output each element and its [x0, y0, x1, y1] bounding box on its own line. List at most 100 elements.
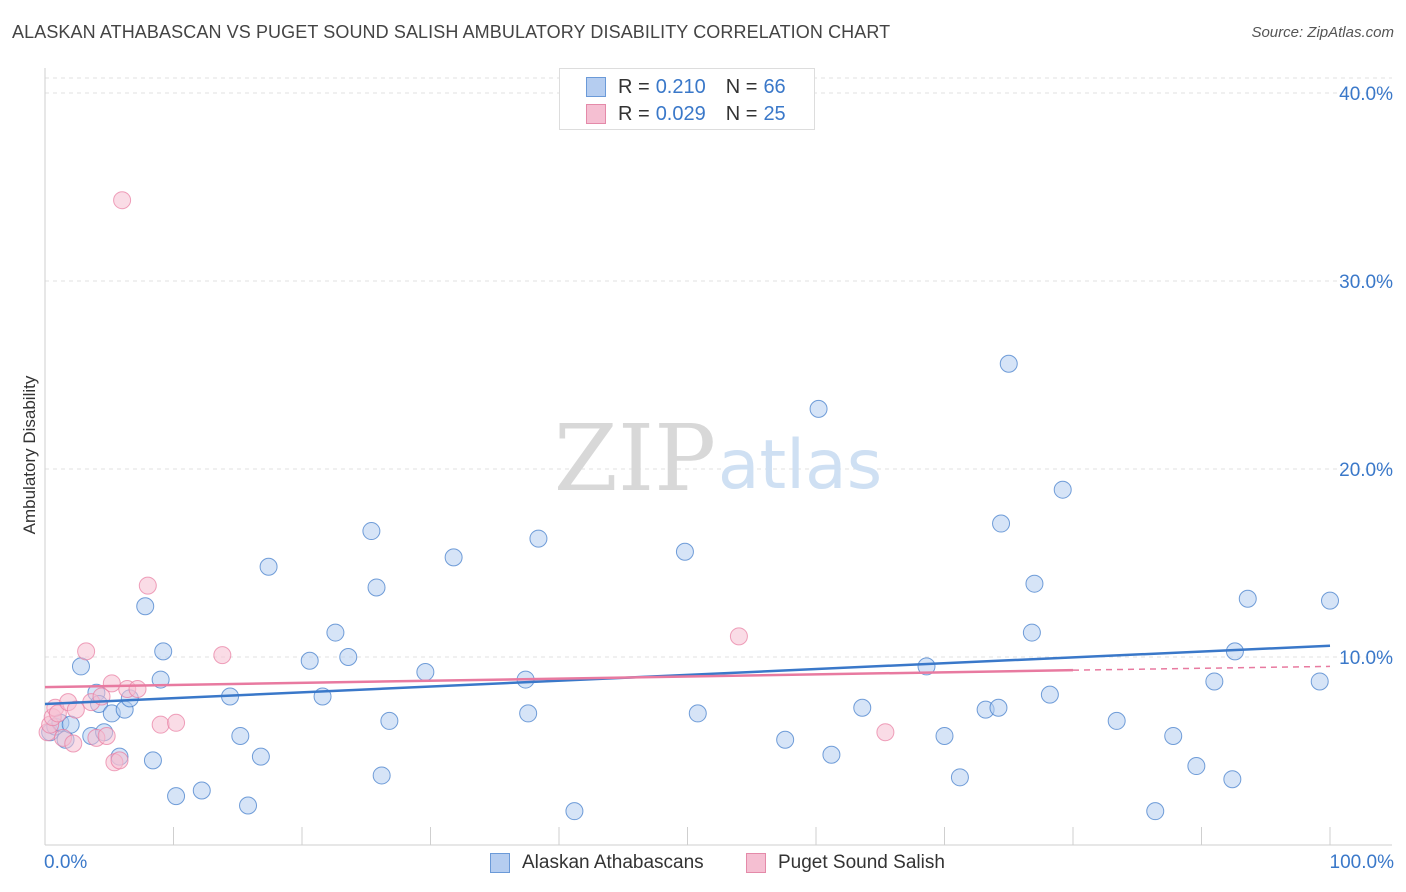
r-value: 0.029: [655, 102, 706, 125]
salish-point: [48, 704, 67, 723]
athabascan-point: [1025, 574, 1044, 593]
athabascan-point: [151, 670, 170, 689]
athabascan-point: [822, 745, 841, 764]
legend-item-athabascans[interactable]: Alaskan Athabascans: [490, 852, 704, 874]
athabascan-point: [71, 657, 90, 676]
legend-swatch-pink: [586, 104, 606, 124]
athabascan-point: [529, 529, 548, 548]
salish-trend-line: [44, 668, 1074, 689]
athabascan-point: [300, 651, 319, 670]
salish-point: [66, 700, 85, 719]
athabascan-point: [1164, 726, 1183, 745]
salish-point: [64, 734, 83, 753]
athabascan-point: [259, 557, 278, 576]
x-tick-min: 0.0%: [44, 852, 88, 873]
athabascan-point: [853, 698, 872, 717]
source-label: Source: ZipAtlas.com: [1251, 24, 1394, 41]
n-label: N =: [725, 102, 758, 125]
athabascan-point: [326, 623, 345, 642]
athabascan-point: [231, 726, 250, 745]
athabascan-point: [1040, 685, 1059, 704]
athabascan-point: [989, 698, 1008, 717]
salish-point: [97, 726, 116, 745]
legend-label: Alaskan Athabascans: [522, 852, 704, 873]
n-value: 66: [763, 75, 786, 98]
athabascan-point: [416, 663, 435, 682]
athabascan-point: [192, 781, 211, 800]
y-tick-labels: 10.0% 20.0% 30.0% 40.0%: [1339, 84, 1393, 669]
athabascan-point: [251, 747, 270, 766]
salish-trend-extension: [1072, 665, 1331, 671]
athabascan-point: [1187, 757, 1206, 776]
athabascan-point: [339, 648, 358, 667]
athabascan-point: [1146, 802, 1165, 821]
n-label: N =: [725, 75, 758, 98]
athabascan-point: [935, 726, 954, 745]
salish-point: [876, 723, 895, 742]
salish-point: [77, 642, 96, 661]
correlation-legend: R = 0.210 N = 66 R = 0.029 N = 25: [559, 68, 815, 130]
athabascan-point: [444, 548, 463, 567]
athabascan-point: [1205, 672, 1224, 691]
y-tick-label-20: 20.0%: [1339, 460, 1393, 481]
series-legend: Alaskan Athabascans Puget Sound Salish: [0, 850, 1406, 878]
r-label: R =: [618, 75, 650, 98]
legend-row-athabascans: R = 0.210 N = 66: [586, 75, 786, 99]
y-tick-label-30: 30.0%: [1339, 272, 1393, 293]
athabascan-point: [1223, 770, 1242, 789]
athabascan-trend-line: [44, 644, 1331, 706]
athabascan-point: [372, 766, 391, 785]
watermark: ZIP atlas: [554, 405, 882, 512]
athabascan-point: [1238, 589, 1257, 608]
trend-layer: [44, 644, 1331, 706]
athabascan-point: [167, 787, 186, 806]
athabascan-point: [380, 711, 399, 730]
y-tick-label-10: 10.0%: [1339, 648, 1393, 669]
athabascan-point: [136, 597, 155, 616]
legend-item-salish[interactable]: Puget Sound Salish: [746, 852, 945, 874]
y-tick-label-40: 40.0%: [1339, 84, 1393, 105]
athabascan-point: [565, 802, 584, 821]
legend-swatch-pink: [746, 853, 766, 873]
athabascan-point: [1022, 623, 1041, 642]
salish-point: [167, 713, 186, 732]
salish-point: [110, 751, 129, 770]
legend-swatch-blue: [586, 77, 606, 97]
athabascan-point: [519, 704, 538, 723]
athabascan-point: [1310, 672, 1329, 691]
athabascan-point: [917, 657, 936, 676]
legend-row-salish: R = 0.029 N = 25: [586, 102, 786, 126]
athabascan-point: [776, 730, 795, 749]
athabascan-point: [239, 796, 258, 815]
watermark-zip: ZIP: [554, 405, 716, 512]
salish-point: [113, 191, 132, 210]
athabascan-point: [143, 751, 162, 770]
athabascan-point: [999, 354, 1018, 373]
watermark-atlas: atlas: [718, 426, 882, 505]
athabascan-point: [1321, 591, 1339, 610]
athabascan-point: [367, 578, 386, 597]
salish-point: [138, 576, 157, 595]
salish-point: [102, 674, 121, 693]
athabascan-point: [1107, 711, 1126, 730]
r-value: 0.210: [655, 75, 706, 98]
n-value: 25: [763, 102, 786, 125]
r-label: R =: [618, 102, 650, 125]
salish-point: [128, 679, 147, 698]
salish-point: [151, 715, 170, 734]
athabascan-point: [950, 768, 969, 787]
salish-point: [729, 627, 748, 646]
x-tick-max: 100.0%: [1329, 852, 1394, 873]
grid-layer: [45, 77, 1392, 658]
salish-point: [213, 646, 232, 665]
points-layer: [38, 191, 1339, 821]
athabascan-point: [154, 642, 173, 661]
chart-title: ALASKAN ATHABASCAN VS PUGET SOUND SALISH…: [12, 22, 891, 42]
athabascan-point: [362, 522, 381, 541]
athabascan-point: [992, 514, 1011, 533]
legend-swatch-blue: [490, 853, 510, 873]
legend-label: Puget Sound Salish: [778, 852, 945, 873]
athabascan-point: [675, 542, 694, 561]
athabascan-point: [809, 399, 828, 418]
